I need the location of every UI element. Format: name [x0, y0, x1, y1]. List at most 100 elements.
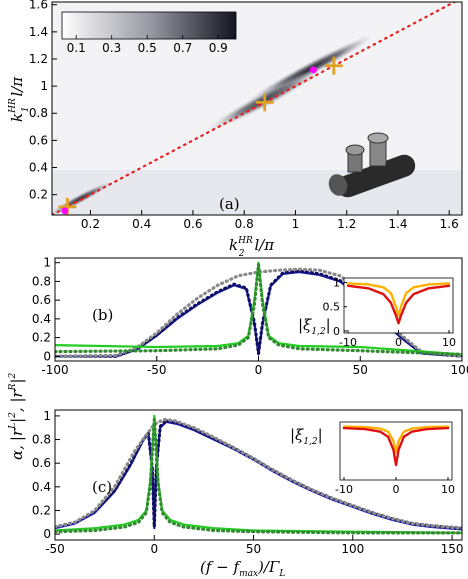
cross-marker-2: [324, 56, 343, 75]
y-axis-label-a-sub: 1: [21, 107, 31, 113]
axes-a-ticks: 0.2 0.4 0.6 0.8 1 1.2 1.4 1.6 0.2 0.4 0.6 0.8 1 1.2 1.…: [29, 0, 459, 231]
y-axis-label-a-main: k: [8, 113, 26, 122]
axes-a-xtick-label-0: 0.2: [81, 217, 100, 231]
inset-b-ylabel-end: |: [326, 316, 331, 334]
axes-c-xtick-label-2: 50: [246, 542, 261, 556]
axes-a-ytick-label-0: 0.2: [29, 188, 48, 202]
axes-c-xtick-label-4: 150: [441, 542, 464, 556]
y-axis-label-a-rest: l/π: [8, 76, 26, 97]
x-axis-label-c: (f − fmax)/ΓL: [200, 558, 285, 579]
panel-a: 0.2 0.4 0.6 0.8 1 1.2 1.4 1.60.20.40.60.811.21.…: [8, 0, 463, 259]
panel-b: -100-5005010000.20.40.60.81 (b) -1001000…: [32, 256, 468, 377]
y-axis-label-sep: , |r: [8, 389, 26, 412]
axes-a-ytick-label-5: 1.2: [29, 52, 48, 66]
axes-a-ytick-label-6: 1.4: [29, 25, 48, 39]
x-axis-label-c-sub: max: [239, 569, 258, 579]
axes-b-xtick-label-4: 100: [451, 363, 468, 377]
inset-c-ylabel: |ξ1,2|: [290, 426, 323, 447]
inset-c-xtick-label-2: 10: [441, 483, 455, 496]
inset-b-series-0: [346, 282, 451, 317]
axes-c-xtick-label-3: 100: [341, 542, 364, 556]
axes-c-ytick-label-2: 0.4: [32, 480, 51, 494]
x-axis-label-a: kHR 2 l/π: [229, 236, 275, 259]
axes-c-ytick-label-4: 0.8: [32, 433, 51, 447]
inset-b-ylabel-main: |ξ: [298, 316, 312, 334]
y-axis-label-sq1: 2: [8, 412, 18, 419]
inset-b-series-1: [346, 284, 451, 325]
colorbar-tick-label-4: 0.9: [209, 41, 228, 55]
y-axis-label-alpha: α,: [8, 445, 26, 460]
axes-a-ytick-label-1: 0.4: [29, 161, 48, 175]
axes-c-xtick-label-1: 0: [150, 542, 158, 556]
y-axis-label-end: |: [8, 378, 26, 383]
axes-c-ytick-label-3: 0.6: [32, 456, 51, 470]
y-axis-label-bar: |: [8, 418, 26, 423]
panel-c-label: (c): [92, 478, 112, 496]
y-axis-label-sup-l: L: [8, 423, 18, 430]
axes-a-ytick-label-7: 1.6: [29, 0, 48, 12]
axes-a-ytick-label-4: 1: [40, 79, 48, 93]
series-c: [55, 414, 462, 535]
inset-c-series-1: [342, 426, 450, 467]
y-axis-label-bc: α,|rL|2, |rR|2: [8, 372, 26, 460]
axes-a-xtick-label-6: 1.4: [388, 217, 407, 231]
cross-marker-1: [255, 93, 274, 112]
y-axis-label-rl: |r: [8, 428, 26, 441]
axes-a-xtick-label-3: 0.8: [235, 217, 254, 231]
panel-b-series-3: [55, 261, 462, 356]
axes-a-ytick-label-2: 0.6: [29, 133, 48, 147]
axes-b-ytick-label-5: 1: [43, 256, 51, 270]
axes-c-frame: [54, 409, 463, 541]
panel-b-series-4: [55, 263, 462, 356]
axes-b-ytick-label-1: 0.2: [32, 331, 51, 345]
colorbar-tick-label-1: 0.3: [102, 41, 121, 55]
colorbar-tick-label-2: 0.5: [138, 41, 157, 55]
inset-b-xtick-label-0: -10: [339, 336, 357, 349]
panel-c-series-2: [55, 417, 462, 530]
inset-c-series-0: [342, 425, 450, 454]
panel-c-series-4: [55, 417, 462, 535]
axes-c-ytick-label-1: 0.2: [32, 503, 51, 517]
magenta-dot-0: [61, 207, 69, 215]
colorbar-tick-label-0: 0.1: [67, 41, 86, 55]
x-axis-label-a-rest: l/π: [254, 236, 275, 254]
colorbar-ticks: 0.1 0.3 0.5 0.7 0.9: [67, 35, 228, 55]
inset-b-ylabel: |ξ1,2|: [298, 316, 331, 337]
axes-b-xtick-label-3: 50: [353, 363, 368, 377]
axes-b-ytick-label-0: 0: [43, 349, 51, 363]
colorbar-gradient: [61, 11, 237, 40]
inset-c-ylabel-main: |ξ: [290, 426, 304, 444]
inset-c-series: [342, 425, 450, 467]
inset-c-xtick-label-0: -10: [335, 483, 353, 496]
magenta-dot-1: [309, 66, 317, 74]
inset-c-ylabel-sub: 1,2: [303, 437, 318, 447]
x-axis-label-c-sub2: L: [278, 569, 285, 579]
axes-a-xtick-label-5: 1.2: [337, 217, 356, 231]
marker-group: [58, 56, 343, 215]
axes-a-xtick-label-1: 0.4: [132, 217, 151, 231]
inset-b-xtick-label-1: 0: [395, 336, 402, 349]
inset-b-ytick-label-0: 0: [333, 325, 340, 338]
panel-b-label: (b): [92, 306, 113, 324]
axes-c-ytick-label-0: 0: [43, 527, 51, 541]
axes-a-ytick-label-3: 0.8: [29, 106, 48, 120]
y-axis-label-a-sup: HR: [8, 98, 18, 114]
axes-a-xtick-label-7: 1.6: [440, 217, 459, 231]
axes-b-xtick-label-0: -100: [41, 363, 68, 377]
colorbar-tick-label-3: 0.7: [173, 41, 192, 55]
inset-b-ytick-label-2: 1: [333, 276, 340, 289]
axes-b-ytick-label-4: 0.8: [32, 274, 51, 288]
axes-a-xtick-label-2: 0.6: [183, 217, 202, 231]
diagonal-dotted-line: [52, 2, 456, 215]
axes-b-xtick-label-1: -50: [147, 363, 167, 377]
inset-c-ylabel-end: |: [318, 426, 323, 444]
colorbar: 0.1 0.3 0.5 0.7 0.9: [61, 11, 237, 55]
axes-b-ticks: -100-5005010000.20.40.60.81: [32, 256, 468, 377]
inset-c-xtick-label-1: 0: [393, 483, 400, 496]
inset-b-ytick-label-1: 0.5: [323, 301, 341, 314]
axes-c-xtick-label-0: -50: [45, 542, 65, 556]
